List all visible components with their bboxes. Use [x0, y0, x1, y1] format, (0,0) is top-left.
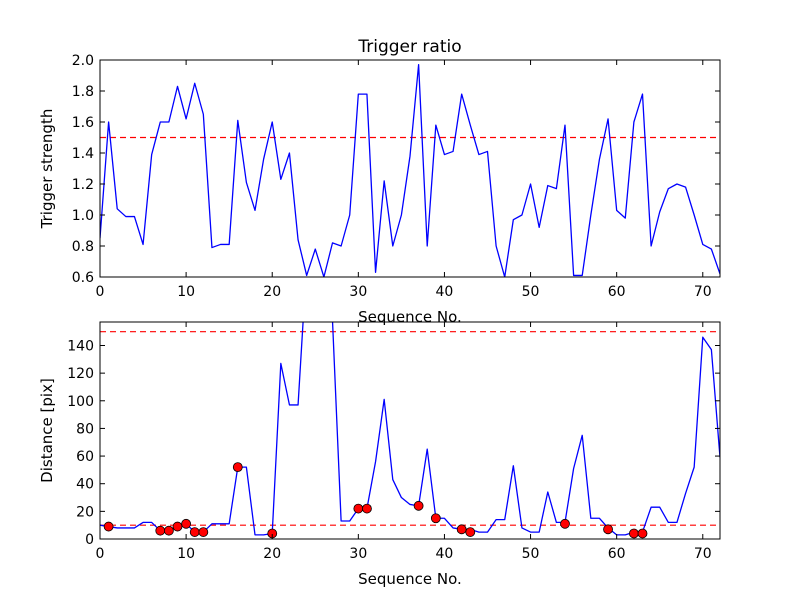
top-x-tick-label: 50: [522, 284, 540, 300]
bottom-x-tick-label: 60: [608, 546, 626, 562]
bottom-y-tick-label: 40: [76, 477, 94, 493]
bottom-marker-point: [430, 513, 441, 524]
top-plot-area: [100, 64, 720, 277]
top-y-tick-label: 0.8: [72, 239, 94, 255]
bottom-marker-point: [637, 528, 648, 539]
bottom-marker-point: [628, 528, 639, 539]
bottom-marker-point: [103, 521, 114, 532]
bottom-marker-point: [465, 527, 476, 537]
bottom-x-tick-label: 20: [263, 546, 281, 562]
top-x-tick-label: 40: [436, 284, 454, 300]
distance-chart: 0 10 20 30 40 50 60 70 0 20 40 60 80 100 120 140 Sequenc…: [38, 321, 721, 588]
bottom-marker-point: [456, 524, 467, 535]
bottom-marker-point: [353, 503, 364, 514]
bottom-marker-point: [362, 503, 372, 514]
bottom-y-axis-label: Distance [pix]: [38, 378, 56, 483]
bottom-x-tick-label: 30: [349, 546, 367, 562]
top-y-tick-label: 1.4: [72, 146, 94, 162]
bottom-y-tick-label: 60: [76, 449, 94, 465]
bottom-marker-point: [181, 518, 192, 529]
top-y-tick-label: 1.6: [72, 115, 94, 131]
bottom-marker-point: [198, 527, 209, 537]
bottom-y-tick-label: 20: [76, 504, 94, 520]
bottom-y-tick-label: 80: [76, 421, 94, 437]
top-series-line: [100, 64, 720, 277]
bottom-y-tick-label: 0: [85, 532, 94, 548]
bottom-y-tick-label: 100: [67, 394, 94, 410]
top-x-tick-label: 20: [263, 284, 281, 300]
bottom-plot-area: [100, 322, 720, 539]
bottom-marker-point: [560, 518, 570, 529]
bottom-marker-point: [603, 524, 613, 535]
top-y-tick-label: 2.0: [72, 53, 94, 69]
bottom-axes-frame: [99, 321, 721, 540]
top-y-tick-label: 0.6: [72, 270, 94, 286]
top-x-tick-label: 30: [349, 284, 367, 300]
bottom-y-tick-label: 140: [67, 338, 94, 354]
bottom-x-tick-label: 0: [96, 546, 105, 562]
bottom-x-tick-label: 70: [694, 546, 712, 562]
top-x-tick-label: 70: [694, 284, 712, 300]
bottom-x-tick-label: 50: [522, 546, 540, 562]
bottom-marker-point: [155, 525, 166, 536]
bottom-x-tick-label: 40: [436, 546, 454, 562]
bottom-marker-point: [189, 527, 200, 537]
top-x-tick-label: 60: [608, 284, 626, 300]
bottom-marker-point: [413, 500, 424, 511]
top-y-axis-label: Trigger strength: [38, 109, 56, 230]
top-x-axis-label: Sequence No.: [358, 308, 462, 326]
bottom-marker-point: [232, 462, 243, 473]
bottom-marker-point: [163, 525, 174, 536]
top-y-tick-label: 1.8: [72, 84, 94, 100]
trigger-ratio-chart: 0 10 20 30 40 50 60 70 0.6 0.8 1.0 1.2 1.4 1.6 1.8 2.0 T…: [38, 37, 721, 326]
top-y-tick-label: 1.2: [72, 177, 94, 193]
top-x-tick-label: 0: [96, 284, 105, 300]
bottom-x-axis-label: Sequence No.: [358, 570, 462, 588]
top-y-tick-label: 1.0: [72, 208, 94, 224]
top-chart-title: Trigger ratio: [357, 37, 461, 57]
top-axes-frame: [99, 59, 721, 278]
bottom-y-tick-label: 120: [67, 366, 94, 382]
bottom-marker-point: [172, 521, 183, 532]
bottom-x-tick-label: 10: [177, 546, 195, 562]
top-x-tick-label: 10: [177, 284, 195, 300]
